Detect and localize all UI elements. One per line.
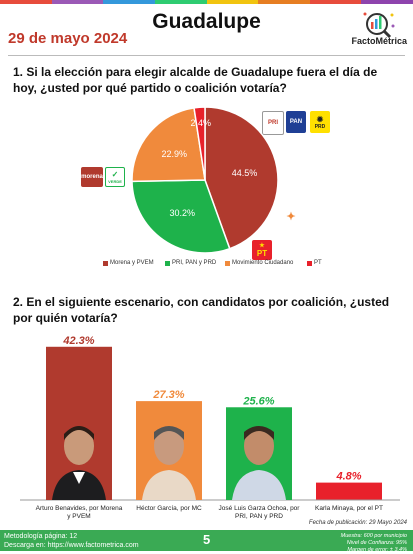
top-color-segment	[0, 0, 52, 4]
legend-label: Morena y PVEM	[110, 260, 154, 266]
confidence-note: Nivel de Confianza: 95%	[346, 540, 407, 546]
pie-slice	[204, 106, 279, 250]
footer-left: Metodología página: 12 Descarga en: http…	[4, 532, 139, 550]
bar	[316, 482, 382, 500]
legend-label: Movimiento Ciudadano	[232, 260, 294, 266]
legend-swatch	[225, 260, 230, 266]
pie-legend: Morena y PVEM PRI, PAN y PRD Movimiento Ci…	[0, 260, 413, 274]
top-color-segment	[51, 0, 104, 4]
question-1: 1. Si la elección para elegir alcalde de…	[13, 65, 378, 95]
publication-date-note: Fecha de publicación: 29 Mayo 2024	[308, 520, 407, 526]
mc-logo: ✦	[281, 207, 301, 225]
pie-slice	[131, 106, 206, 183]
top-color-bar	[0, 0, 413, 4]
legend-label: PT	[314, 260, 322, 266]
footer-bar	[0, 530, 413, 551]
page-number: 5	[203, 532, 211, 547]
top-color-segment	[206, 0, 259, 4]
bar-category-label: Héctor García, por MC	[136, 505, 202, 512]
pan-logo-label: PAN	[289, 119, 303, 125]
party-preference-pie-chart: 44.5% 30.2% 22.9% 2.4%	[131, 106, 279, 254]
pri-logo-label: PRI	[267, 120, 278, 126]
bar-category-label: Karla Minaya, por el PT	[315, 505, 383, 512]
mc-eagle-icon: ✦	[286, 210, 296, 223]
legend-item: PT	[307, 260, 322, 266]
bar-category-label: Arturo Benavides, por Morena y PVEM	[35, 505, 123, 520]
prd-sun-icon: ✹	[316, 114, 324, 124]
pie-slice-label: 44.5%	[232, 168, 258, 178]
candidate-photo-benavides	[46, 410, 112, 500]
bar-value-label: 27.3%	[152, 389, 184, 401]
top-color-segment	[103, 0, 155, 4]
methodology-note: Metodología página: 12	[4, 533, 78, 540]
download-link[interactable]: Descarga en: https://www.factometrica.co…	[4, 542, 139, 549]
pie-slice-label: 30.2%	[169, 208, 195, 218]
prd-logo-label: PRD	[314, 123, 326, 130]
bar-category-label: José Luis Garza Ochoa, por PRI, PAN y PR…	[218, 505, 300, 520]
brand-name: FactoMétrica	[351, 36, 407, 46]
bar-value-label: 42.3%	[62, 335, 94, 347]
top-color-segment	[361, 0, 413, 4]
verde-leaf-icon: ✓	[111, 170, 119, 179]
candidate-photo-garza	[226, 410, 292, 500]
top-color-segment	[154, 0, 207, 4]
verde-logo: ✓ VERDE	[105, 167, 125, 187]
publication-date: 29 de mayo 2024	[8, 30, 128, 47]
legend-label: PRI, PAN y PRD	[172, 260, 217, 266]
bar-value-label: 4.8%	[335, 471, 361, 483]
pri-logo: PRI	[262, 111, 284, 135]
sample-note: Muestra: 600 por municipio	[340, 533, 407, 539]
pt-logo: ★ PT	[252, 240, 272, 260]
pt-logo-label: PT	[256, 249, 268, 258]
margin-note: Margen de error: ± 3.4%	[347, 547, 407, 553]
legend-swatch	[103, 260, 108, 266]
legend-item: Movimiento Ciudadano	[225, 260, 293, 266]
pt-star-icon: ★	[259, 243, 265, 249]
pie-slice-label: 2.4%	[190, 118, 211, 128]
legend-swatch	[307, 260, 312, 266]
legend-swatch	[165, 260, 170, 266]
pan-logo: PAN	[286, 111, 306, 133]
top-color-segment	[258, 0, 310, 4]
pie-slice	[193, 106, 206, 181]
morena-logo-label: morena	[81, 174, 103, 180]
footer-stats: Muestra: 600 por municipio Nivel de Conf…	[341, 533, 407, 554]
brand-logo-icon	[363, 12, 395, 39]
candidate-photo-garcia	[136, 410, 202, 500]
bar-value-label: 25.6%	[242, 395, 274, 407]
question-2: 2. En el siguiente escenario, con candid…	[13, 295, 390, 325]
header-divider	[8, 55, 405, 56]
pie-slice	[131, 179, 231, 254]
page-title: Guadalupe	[152, 10, 261, 33]
legend-item: PRI, PAN y PRD	[165, 260, 216, 266]
morena-logo: morena	[81, 167, 103, 187]
verde-logo-label: VERDE	[108, 179, 122, 184]
legend-item: Morena y PVEM	[103, 260, 154, 266]
pie-slice-label: 22.9%	[162, 149, 188, 159]
top-color-segment	[309, 0, 362, 4]
prd-logo: ✹ PRD	[310, 111, 330, 133]
